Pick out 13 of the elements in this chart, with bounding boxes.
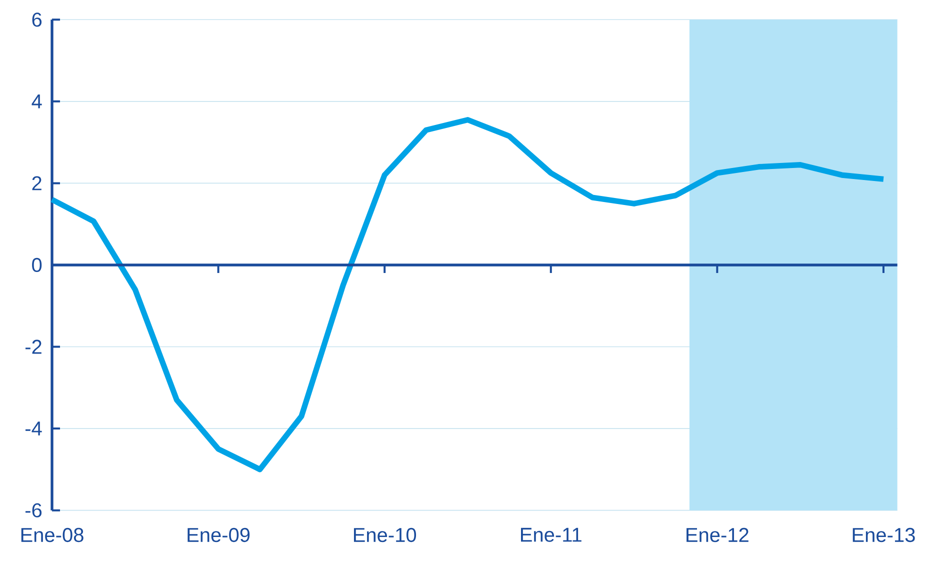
x-tick-label: Ene-12 [686,528,748,542]
y-tick-label: -2 [26,340,42,354]
y-tick-label: -4 [26,422,42,436]
x-tick-label: Ene-10 [354,528,416,542]
y-tick-label: 0 [32,258,42,272]
y-tick-label: 4 [32,94,42,108]
y-tick-label: -6 [26,503,42,518]
x-tick-label: Ene-08 [21,528,84,542]
x-tick-label: Ene-13 [852,528,915,542]
y-tick-label: 6 [32,12,42,27]
y-tick-label: 2 [32,176,42,190]
x-tick-label: Ene-11 [521,528,582,542]
x-tick-label: Ene-09 [188,528,250,542]
